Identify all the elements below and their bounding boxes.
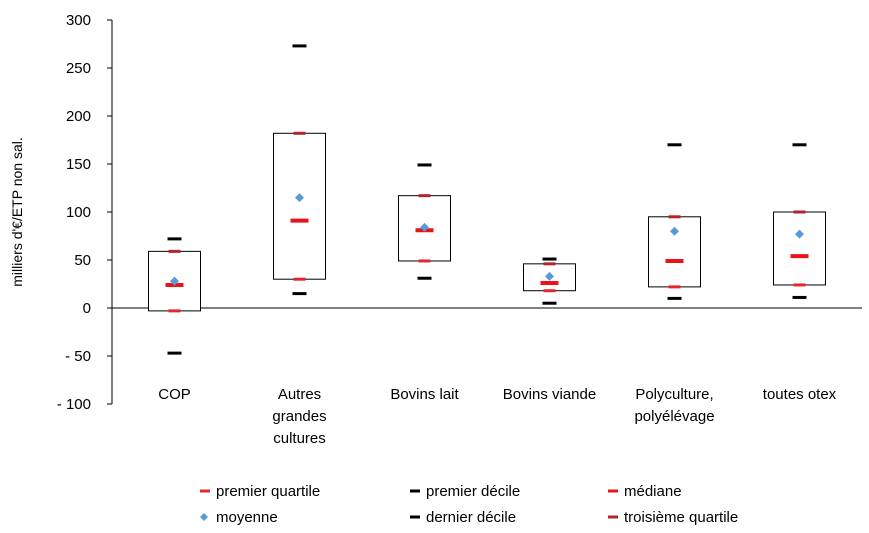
- legend-label: dernier décile: [426, 509, 516, 526]
- moyenne-point: [170, 276, 179, 286]
- y-axis-label: milliers d'€/ETP non sal.: [9, 137, 25, 286]
- category-label-line: COP: [158, 386, 191, 403]
- legend: premier quartile premier décile médiane moy…: [200, 483, 738, 526]
- axes: 300 250 200 150 100 50 0 - 50 - 100 milliers d'€/…: [9, 12, 862, 413]
- category-label-line: Bovins viande: [503, 386, 596, 403]
- box: [273, 132, 326, 280]
- moyenne-point: [545, 271, 554, 281]
- category-label-line: Autres: [278, 386, 321, 403]
- category-label-line: Polyculture,: [635, 386, 713, 403]
- y-tick-label: 200: [66, 108, 91, 125]
- moyenne-point: [795, 229, 804, 239]
- box: [773, 211, 826, 286]
- legend-label: médiane: [624, 483, 682, 500]
- y-tick-label: 0: [83, 300, 91, 317]
- legend-label: premier quartile: [216, 483, 320, 500]
- legend-label: moyenne: [216, 509, 278, 526]
- legend-label: premier décile: [426, 483, 520, 500]
- y-tick-label: 150: [66, 156, 91, 173]
- y-tick-label: - 50: [65, 348, 91, 365]
- y-tick-label: 300: [66, 12, 91, 29]
- category-label: Autres grandes cultures: [272, 386, 326, 447]
- category-label-line: polyélévage: [634, 408, 714, 425]
- y-tick-label: 250: [66, 60, 91, 77]
- y-tick-label: 100: [66, 204, 91, 221]
- category-label: Bovins lait: [390, 386, 459, 403]
- category-label: COP: [158, 386, 191, 403]
- y-tick-label: 50: [74, 252, 91, 269]
- legend-symbol: [200, 513, 208, 521]
- moyenne-point: [420, 222, 429, 232]
- category-label-line: Bovins lait: [390, 386, 459, 403]
- y-tick-label: - 100: [57, 396, 91, 413]
- category-label-line: grandes: [272, 408, 326, 425]
- boxes: COP Autres grandes cultures Bovins lait Bovin…: [148, 44, 837, 447]
- legend-label: troisième quartile: [624, 509, 738, 526]
- category-label: Polyculture, polyélévage: [634, 386, 714, 425]
- moyenne-point: [295, 193, 304, 203]
- moyenne-point: [670, 226, 679, 236]
- category-label-line: cultures: [273, 430, 326, 447]
- category-label-line: toutes otex: [763, 386, 837, 403]
- category-label: Bovins viande: [503, 386, 596, 403]
- category-label: toutes otex: [763, 386, 837, 403]
